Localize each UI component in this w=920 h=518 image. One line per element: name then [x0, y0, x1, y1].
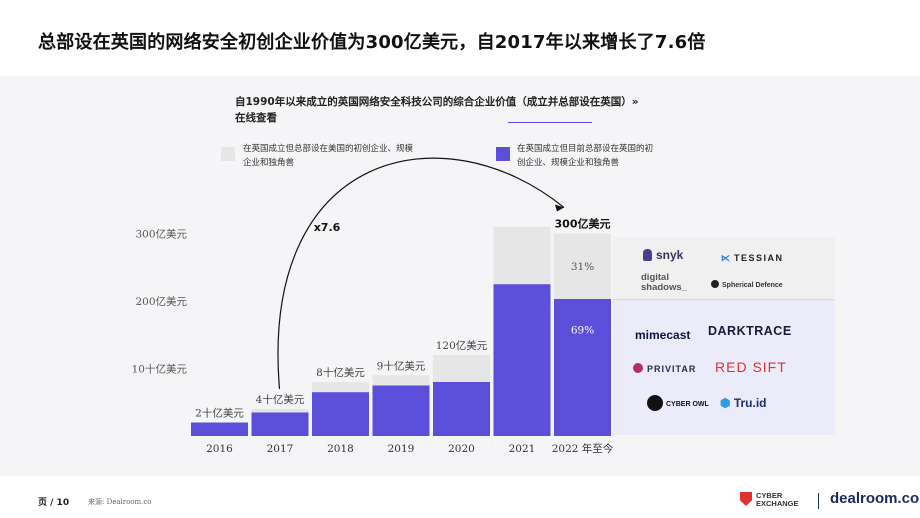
- logo-truid: ⬢ Tru.id: [720, 396, 767, 410]
- page-indicator: 页 / 10: [38, 498, 70, 508]
- logo-digital-shadows: digital shadows_: [641, 272, 687, 293]
- legend-label-uk: 在英国成立但目前总部设在英国的初 创企业、规模企业和独角兽: [517, 142, 653, 170]
- bar-us-hq: [493, 226, 551, 285]
- bar-value-label: 300亿美元: [555, 217, 611, 231]
- cyber-exchange-icon: [740, 492, 752, 506]
- y-tick-label: 200亿美元: [135, 295, 187, 308]
- subtitle-underline: [508, 122, 592, 123]
- x-tick-label: 2017: [267, 443, 294, 455]
- chart-subtitle-text: 自1990年以来成立的英国网络安全科技公司的综合企业价值（成立并总部设在英国）»: [235, 96, 639, 108]
- dealroom-logo[interactable]: dealroom.co: [830, 490, 920, 507]
- x-tick-label: 2019: [388, 443, 415, 455]
- bar-us-hq: [251, 409, 309, 413]
- logo-spherical-text: Spherical Defence: [722, 282, 783, 289]
- logo-red-sift: RED SIFT: [715, 359, 787, 375]
- tessian-icon: ⋉: [721, 253, 730, 263]
- bar-value-label: 120亿美元: [436, 339, 488, 352]
- logo-tessian-text: TESSIAN: [734, 253, 784, 263]
- logo-spherical-defence: Spherical Defence: [711, 280, 783, 289]
- x-tick-label: 2016: [206, 443, 233, 455]
- x-tick-label: 2018: [327, 443, 354, 455]
- cyber-exchange-logo: CYBER EXCHANGE: [756, 492, 799, 508]
- bar-value-label: 2十亿美元: [195, 407, 244, 420]
- us-logos-panel: [613, 237, 835, 300]
- x-tick-label: 2021: [509, 443, 536, 455]
- logo-snyk: snyk: [643, 248, 683, 262]
- snyk-icon: [643, 249, 652, 261]
- logo-darktrace: DARKTRACE: [708, 324, 792, 338]
- bar-uk-hq: [372, 385, 430, 436]
- logo-snyk-text: snyk: [656, 248, 684, 262]
- bar-value-label: 8十亿美元: [316, 366, 365, 379]
- x-tick-label: 2020: [448, 443, 475, 455]
- bar-us-hq: [312, 382, 369, 393]
- bar-uk-hq: [493, 284, 551, 436]
- footer-divider: [818, 493, 819, 509]
- logo-mimecast: mimecast: [635, 328, 691, 342]
- legend-swatch-us: [221, 147, 235, 161]
- view-online-link[interactable]: 在线查看: [235, 112, 277, 124]
- segment-label-us: 31%: [571, 261, 594, 273]
- privitar-icon: [633, 363, 643, 373]
- y-tick-label: 300亿美元: [135, 228, 187, 241]
- logo-truid-text: Tru.id: [733, 396, 767, 410]
- logo-privitar: PRIVITAR: [633, 363, 696, 374]
- bar-uk-hq: [433, 382, 490, 436]
- truid-icon: ⬢: [720, 396, 731, 410]
- bar-uk-hq: [554, 298, 611, 436]
- bar-value-label: 4十亿美元: [256, 393, 305, 406]
- legend-uk-line2: 创企业、规模企业和独角兽: [517, 158, 620, 168]
- bar-value-label: 9十亿美元: [377, 359, 426, 372]
- legend-swatch-uk: [496, 147, 510, 161]
- bar-uk-hq: [312, 392, 369, 436]
- x-tick-label: 2022 年至今: [552, 442, 614, 455]
- logo-cyber-owl-text: CYBER OWL: [666, 401, 709, 408]
- cyber-line1: CYBER: [756, 491, 783, 500]
- logo-cyber-owl: CYBER OWL: [647, 395, 709, 411]
- growth-arrow-line: [277, 157, 565, 390]
- logo-tessian: ⋉ TESSIAN: [721, 253, 784, 264]
- growth-annotation: x7.6: [314, 221, 341, 234]
- bar-uk-hq: [191, 422, 248, 436]
- spherical-defence-icon: [711, 280, 719, 288]
- source-note: 来源: Dealroom.co: [88, 498, 152, 506]
- bar-uk-hq: [251, 412, 309, 436]
- cyber-line2: EXCHANGE: [756, 499, 799, 508]
- legend-us-line2: 企业和独角兽: [243, 158, 295, 168]
- y-tick-label: 10十亿美元: [132, 363, 188, 376]
- logo-privitar-text: PRIVITAR: [647, 364, 697, 374]
- growth-arrow-head: [555, 204, 564, 212]
- chart-subtitle[interactable]: 自1990年以来成立的英国网络安全科技公司的综合企业价值（成立并总部设在英国）»…: [235, 94, 639, 126]
- company-logos-panel: snyk ⋉ TESSIAN digital shadows_ Spherica…: [613, 237, 835, 435]
- bar-us-hq: [372, 375, 430, 386]
- bar-us-hq: [554, 233, 611, 299]
- legend-uk-line1: 在英国成立但目前总部设在英国的初: [517, 144, 654, 154]
- segment-label-uk: 69%: [571, 324, 594, 336]
- bar-us-hq: [433, 355, 490, 382]
- legend-us-line1: 在英国成立但总部设在美国的初创企业、规模: [243, 144, 414, 154]
- legend-label-us: 在英国成立但总部设在美国的初创企业、规模 企业和独角兽: [243, 142, 413, 170]
- owl-icon: [647, 395, 663, 411]
- page-title: 总部设在英国的网络安全初创企业价值为300亿美元，自2017年以来增长了7.6倍: [38, 32, 706, 53]
